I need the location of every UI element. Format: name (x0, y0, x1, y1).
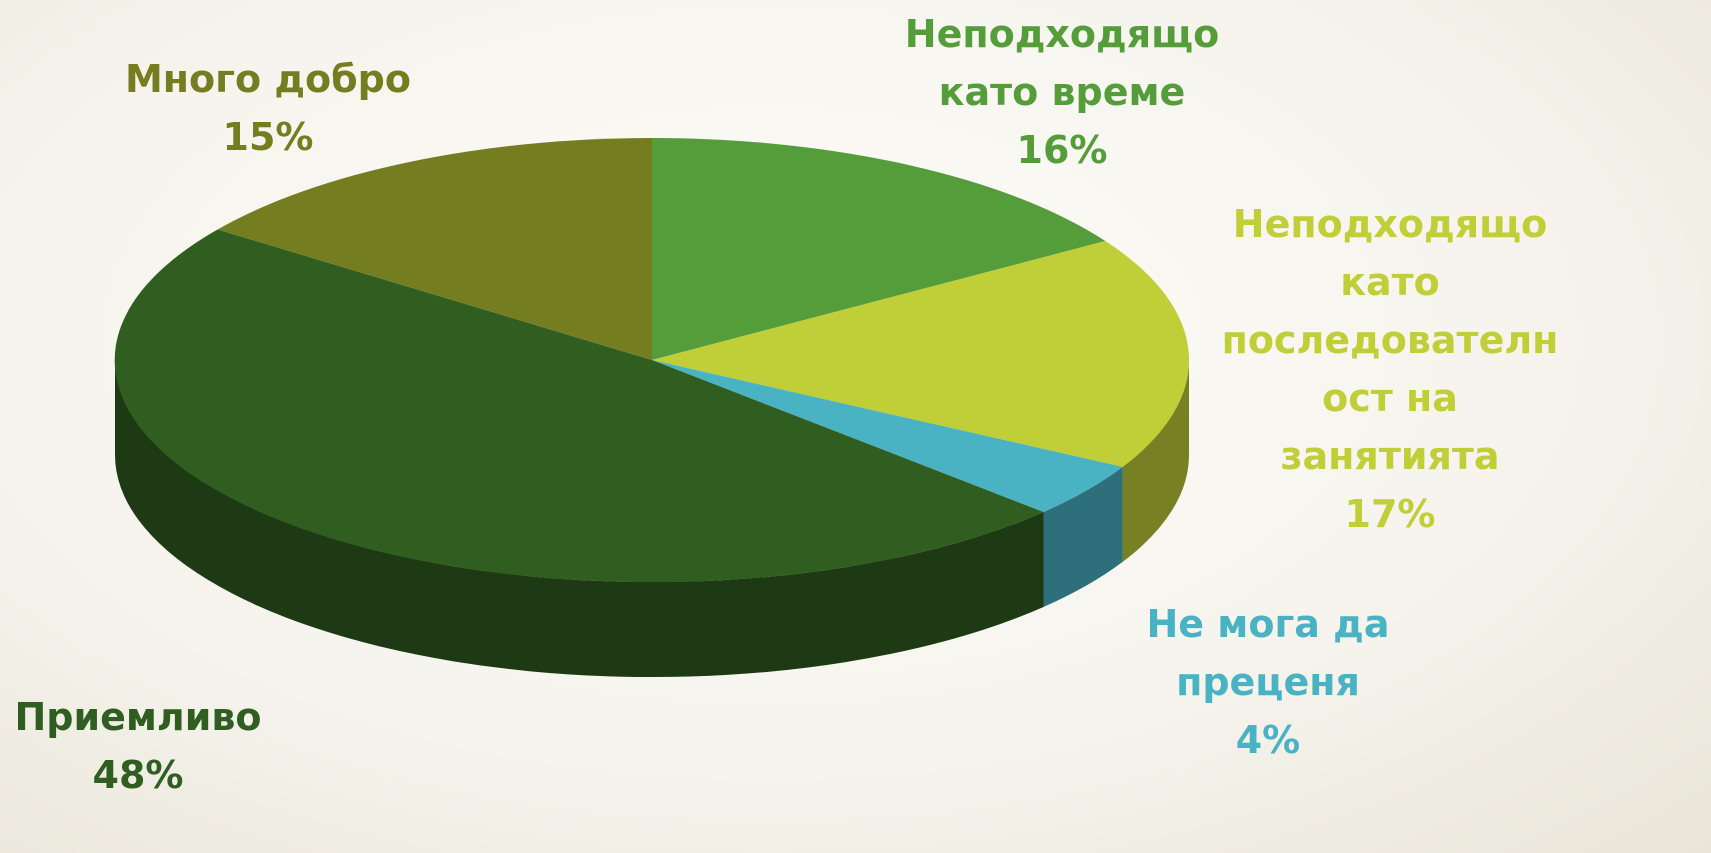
slice (652, 360, 1123, 512)
slice (217, 138, 652, 360)
slice (652, 138, 1106, 360)
data-label: Приемливо 48% (0, 688, 278, 804)
slice (652, 241, 1190, 467)
label-name: Неподходящо като последователност на зан… (1221, 202, 1559, 478)
label-name: Не мога да преценя (1146, 602, 1390, 704)
slice-side (1122, 360, 1189, 562)
label-value: 15% (222, 115, 314, 159)
slice (114, 229, 1044, 583)
label-name: Много добро (124, 57, 411, 101)
data-label: Неподходящо като последователност на зан… (1220, 195, 1560, 543)
slice-side (1043, 466, 1123, 607)
data-label: Много добро 15% (103, 50, 433, 166)
label-value: 4% (1235, 718, 1301, 762)
data-label: Неподходящо като време 16% (897, 5, 1227, 179)
label-name: Неподходящо като време (904, 12, 1220, 114)
label-value: 17% (1344, 492, 1436, 536)
data-label: Не мога да преценя 4% (1138, 595, 1398, 769)
slice-side (114, 360, 1044, 678)
label-value: 48% (92, 753, 184, 797)
label-name: Приемливо (14, 695, 262, 739)
label-value: 16% (1016, 128, 1108, 172)
